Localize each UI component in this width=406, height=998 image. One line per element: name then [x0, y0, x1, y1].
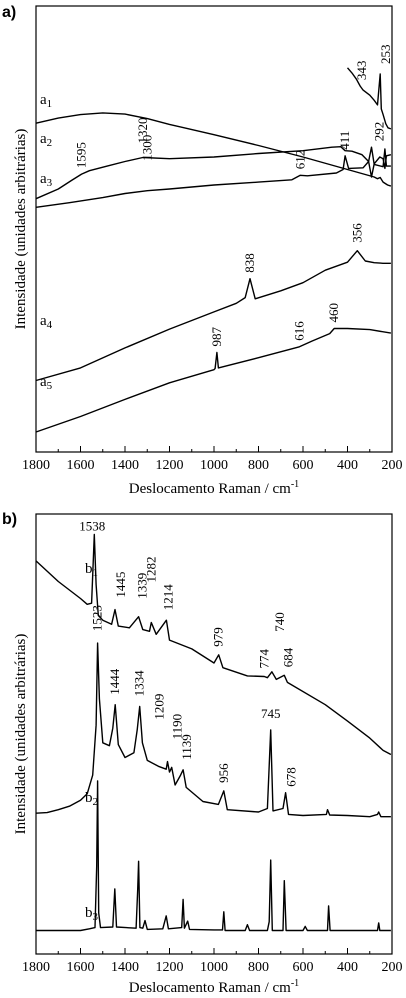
panel-b-trace-labels: b1 b2 b3	[85, 561, 99, 923]
trace-label-a1: a1	[40, 92, 52, 110]
peak-label: 1444	[107, 668, 122, 695]
spectrum-line-b3	[36, 780, 391, 932]
peak-label: 956	[216, 763, 231, 783]
peak-label: 774	[256, 649, 271, 669]
peak-label: 1300	[139, 135, 154, 161]
x-tick-label: 1400	[111, 960, 139, 975]
x-tick-label: 600	[293, 960, 314, 975]
peak-label: 460	[326, 303, 341, 323]
peak-label: 1595	[74, 142, 89, 168]
x-tick-label: 1600	[67, 458, 95, 473]
x-tick-label: 1400	[111, 458, 139, 473]
peak-label: 1334	[132, 670, 147, 697]
peak-label: 979	[211, 627, 226, 647]
x-tick-label: 200	[382, 960, 403, 975]
x-tick-label: 1000	[200, 458, 228, 473]
trace-label-a5: a5	[40, 374, 53, 392]
panel-b-x-ticks: 1800 1600 1400 1200 1000 800 600 400 200	[22, 948, 403, 975]
peak-label: 1190	[170, 714, 185, 740]
spectrum-line-a5	[35, 250, 391, 382]
trace-label-a4: a4	[40, 313, 53, 331]
panel-a-y-axis-title: Intensidade (unidades arbitrárias)	[13, 129, 29, 330]
peak-label: 1320	[135, 118, 150, 144]
x-tick-label: 1800	[22, 458, 50, 473]
x-tick-label: 1200	[156, 960, 184, 975]
panel-a-frame	[35, 5, 393, 453]
peak-label: 987	[209, 327, 224, 347]
peak-label: 343	[354, 61, 369, 81]
peak-label: 356	[349, 223, 364, 243]
trace-label-b2: b2	[85, 790, 98, 808]
panel-b-x-axis-title: Deslocamento Raman / cm-1	[129, 978, 299, 996]
spectrum-line-b2	[35, 642, 391, 818]
panel-b-frame	[35, 513, 393, 955]
x-tick-label: 400	[337, 960, 358, 975]
panel-a: a) 1800 1600 1400 1200 1000 800 600 400 200 1595…	[2, 4, 403, 497]
peak-label: 612	[292, 150, 307, 170]
panel-a-x-ticks: 1800 1600 1400 1200 1000 800 600 400 200	[22, 446, 403, 473]
spectrum-line-a1	[35, 146, 392, 200]
panel-a-peak-labels: 1595 1320 612 411 292 1300 343 253 838 356 987 616 4…	[74, 45, 394, 347]
trace-label-a2: a2	[40, 131, 52, 149]
peak-label: 1209	[152, 694, 167, 720]
spectrum-line-a2	[35, 146, 391, 208]
peak-label: 1538	[79, 519, 105, 534]
panel-b: b) 1800 1600 1400 1200 1000 800 600 400 200 1538…	[2, 511, 403, 996]
panel-b-series	[35, 533, 392, 932]
peak-label: 1139	[179, 734, 194, 760]
peak-label: 1339	[135, 573, 150, 599]
x-tick-label: 800	[248, 458, 269, 473]
x-tick-label: 400	[337, 458, 358, 473]
peak-label: 616	[291, 321, 306, 341]
panel-a-trace-labels: a1 a2 a3 a4 a5	[40, 92, 53, 392]
peak-label: 838	[242, 253, 257, 273]
peak-label: 292	[372, 122, 387, 142]
x-tick-label: 1000	[200, 960, 228, 975]
panel-b-y-axis-title: Intensidade (unidades arbitrárias)	[13, 634, 29, 835]
spectrum-line-a4	[346, 67, 392, 130]
peak-label: 1214	[160, 584, 175, 611]
peak-label: 253	[378, 45, 393, 65]
panel-a-series	[35, 67, 392, 433]
x-tick-label: 1200	[156, 458, 184, 473]
x-tick-label: 1800	[22, 960, 50, 975]
peak-label: 1523	[90, 605, 105, 631]
spectrum-line-b1	[35, 533, 392, 756]
x-tick-label: 1600	[67, 960, 95, 975]
trace-label-a3: a3	[40, 171, 53, 189]
peak-label: 684	[280, 647, 295, 667]
panel-a-tag: a)	[2, 4, 16, 21]
panel-a-x-axis-title: Deslocamento Raman / cm-1	[129, 479, 299, 497]
x-tick-label: 800	[248, 960, 269, 975]
peak-label: 740	[272, 612, 287, 632]
peak-label: 678	[284, 767, 299, 787]
x-tick-label: 200	[382, 458, 403, 473]
panel-b-tag: b)	[2, 511, 17, 528]
peak-label: 745	[261, 706, 281, 721]
spectrum-line-a6	[35, 327, 392, 433]
spectrum-line-a3	[35, 112, 392, 187]
peak-label: 1445	[113, 572, 128, 598]
peak-label: 1282	[143, 557, 158, 583]
trace-label-b1: b1	[85, 561, 98, 579]
peak-label: 411	[337, 131, 352, 150]
x-tick-label: 600	[293, 458, 314, 473]
trace-label-b3: b3	[85, 905, 99, 923]
